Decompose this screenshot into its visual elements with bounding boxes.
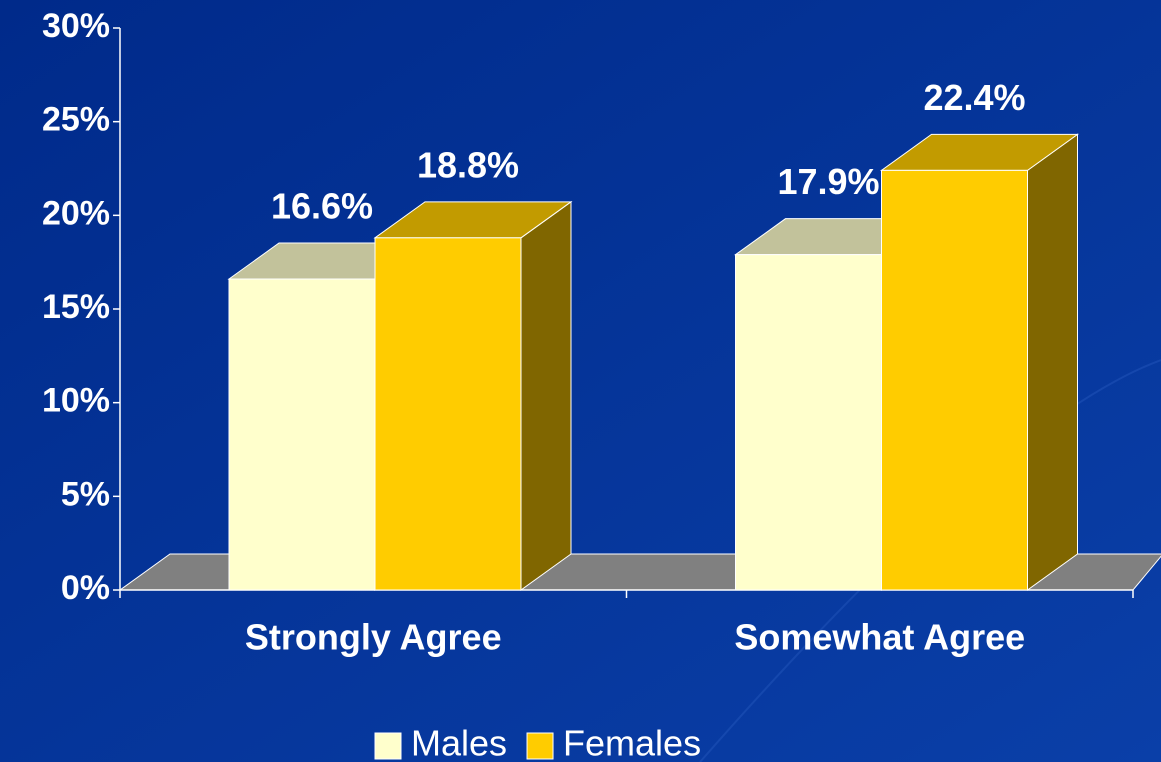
- legend-label: Males: [411, 723, 507, 762]
- y-tick-label: 5%: [61, 475, 110, 513]
- y-tick-label: 0%: [61, 569, 110, 607]
- value-label: 18.8%: [417, 144, 519, 185]
- bar: [735, 254, 882, 591]
- y-tick-label: 25%: [42, 101, 110, 139]
- legend-label: Females: [563, 723, 701, 762]
- legend-swatch: [526, 732, 554, 760]
- y-tick-label: 15%: [42, 288, 110, 326]
- bar-side: [520, 200, 572, 591]
- value-label: 16.6%: [271, 186, 373, 227]
- y-tick-label: 30%: [42, 7, 110, 45]
- bar-side: [1027, 133, 1078, 591]
- x-tick-label: Strongly Agree: [245, 617, 502, 658]
- legend-swatch: [374, 732, 402, 760]
- value-label: 22.4%: [923, 77, 1025, 118]
- x-tick-label: Somewhat Agree: [734, 617, 1025, 658]
- value-label: 17.9%: [777, 161, 879, 202]
- bar: [881, 169, 1028, 591]
- bar: [228, 278, 376, 591]
- y-tick-label: 20%: [42, 194, 110, 232]
- y-tick-label: 10%: [42, 382, 110, 420]
- bar: [374, 237, 522, 591]
